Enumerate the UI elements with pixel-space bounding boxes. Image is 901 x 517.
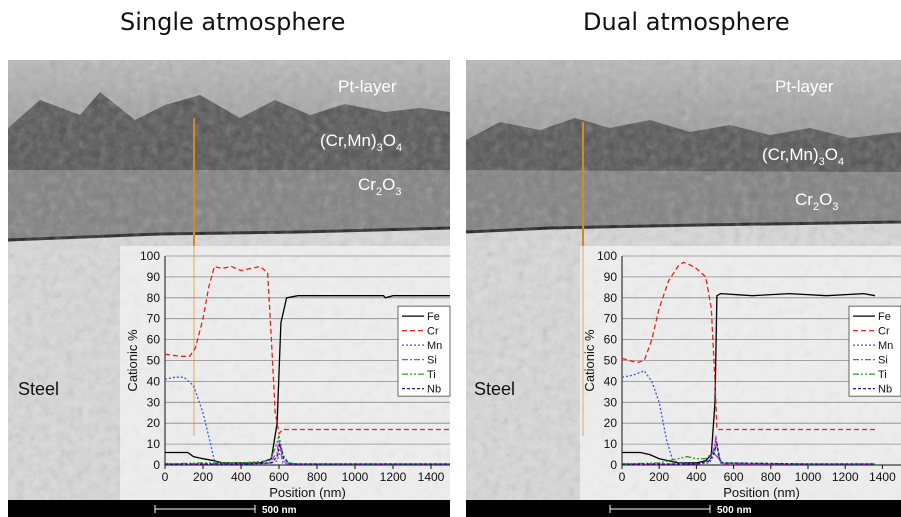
x-tick-label: 800: [761, 470, 781, 484]
legend-label-si: Si: [427, 355, 437, 367]
x-tick-label: 1400: [418, 470, 445, 484]
panel-title-dual: Dual atmosphere: [583, 8, 790, 36]
chromia-label: Cr2O3: [795, 190, 838, 213]
y-tick-label: 40: [147, 374, 161, 388]
chart-backdrop: [120, 246, 450, 500]
y-tick-label: 70: [147, 312, 161, 326]
legend-box: [397, 305, 451, 397]
y-tick-label: 20: [604, 416, 618, 430]
series-line-cr: [164, 265, 450, 435]
scale-bar: 500 nm: [154, 505, 297, 516]
y-tick-label: 0: [153, 458, 160, 472]
legend-label-fe: Fe: [427, 311, 440, 323]
series-line-si: [165, 439, 450, 465]
y-tick-label: 30: [147, 395, 161, 409]
scale-bar-label: 500 nm: [262, 505, 297, 516]
y-tick-label: 80: [604, 291, 618, 305]
x-axis-label: Position (nm): [723, 485, 800, 500]
x-tick-label: 1200: [832, 470, 859, 484]
y-tick-label: 70: [604, 312, 618, 326]
pt-layer-label: Pt-layer: [775, 77, 834, 96]
y-tick-label: 90: [604, 270, 618, 284]
chart-backdrop: [580, 246, 901, 500]
y-tick-label: 50: [604, 354, 618, 368]
x-tick-label: 1200: [380, 470, 407, 484]
y-tick-label: 100: [140, 249, 160, 263]
y-tick-label: 0: [610, 458, 617, 472]
x-tick-label: 1000: [795, 470, 822, 484]
steel-label: Steel: [18, 379, 59, 399]
legend-label-nb: Nb: [878, 384, 892, 396]
spinel-label: (Cr,Mn)3O4: [762, 145, 844, 168]
panel-title-single: Single atmosphere: [120, 8, 346, 36]
x-tick-label: 200: [649, 470, 669, 484]
legend-label-nb: Nb: [427, 384, 441, 396]
y-tick-label: 60: [604, 333, 618, 347]
series-line-cr: [621, 261, 875, 431]
legend-box: [848, 305, 901, 397]
x-tick-label: 600: [724, 470, 744, 484]
y-tick-label: 10: [604, 437, 618, 451]
spinel-label: (Cr,Mn)3O4: [320, 131, 402, 154]
y-tick-label: 80: [147, 291, 161, 305]
series-line-nb: [165, 443, 450, 465]
scale-bar: 500 nm: [609, 505, 752, 516]
x-tick-label: 0: [162, 470, 169, 484]
legend-label-cr: Cr: [427, 326, 439, 338]
steel-label: Steel: [474, 379, 515, 399]
series-line-fe: [165, 295, 450, 464]
pt-layer-label: Pt-layer: [338, 77, 397, 96]
x-tick-label: 0: [619, 470, 626, 484]
y-tick-label: 10: [147, 437, 161, 451]
y-tick-label: 50: [147, 354, 161, 368]
y-axis-label: Cationic %: [582, 329, 597, 392]
legend-label-ti: Ti: [427, 369, 436, 381]
y-tick-label: 30: [604, 395, 618, 409]
legend-label-si: Si: [878, 355, 888, 367]
y-tick-label: 100: [597, 249, 617, 263]
x-tick-label: 1000: [342, 470, 369, 484]
legend-label-cr: Cr: [878, 326, 890, 338]
chromia-label: Cr2O3: [358, 175, 401, 198]
x-tick-label: 1400: [869, 470, 896, 484]
legend-label-mn: Mn: [427, 340, 442, 352]
x-tick-label: 400: [231, 470, 251, 484]
x-tick-label: 200: [193, 470, 213, 484]
y-tick-label: 20: [147, 416, 161, 430]
legend-label-fe: Fe: [878, 311, 891, 323]
legend-label-ti: Ti: [878, 369, 887, 381]
scale-bar-label: 500 nm: [717, 505, 752, 516]
y-tick-label: 90: [147, 270, 161, 284]
series-line-fe: [622, 292, 876, 464]
legend-label-mn: Mn: [878, 340, 893, 352]
x-tick-label: 600: [269, 470, 289, 484]
y-tick-label: 40: [604, 374, 618, 388]
x-tick-label: 800: [307, 470, 327, 484]
y-axis-label: Cationic %: [125, 329, 140, 392]
x-axis-label: Position (nm): [269, 485, 346, 500]
series-line-nb: [622, 441, 875, 465]
y-tick-label: 60: [147, 333, 161, 347]
x-tick-label: 400: [686, 470, 706, 484]
